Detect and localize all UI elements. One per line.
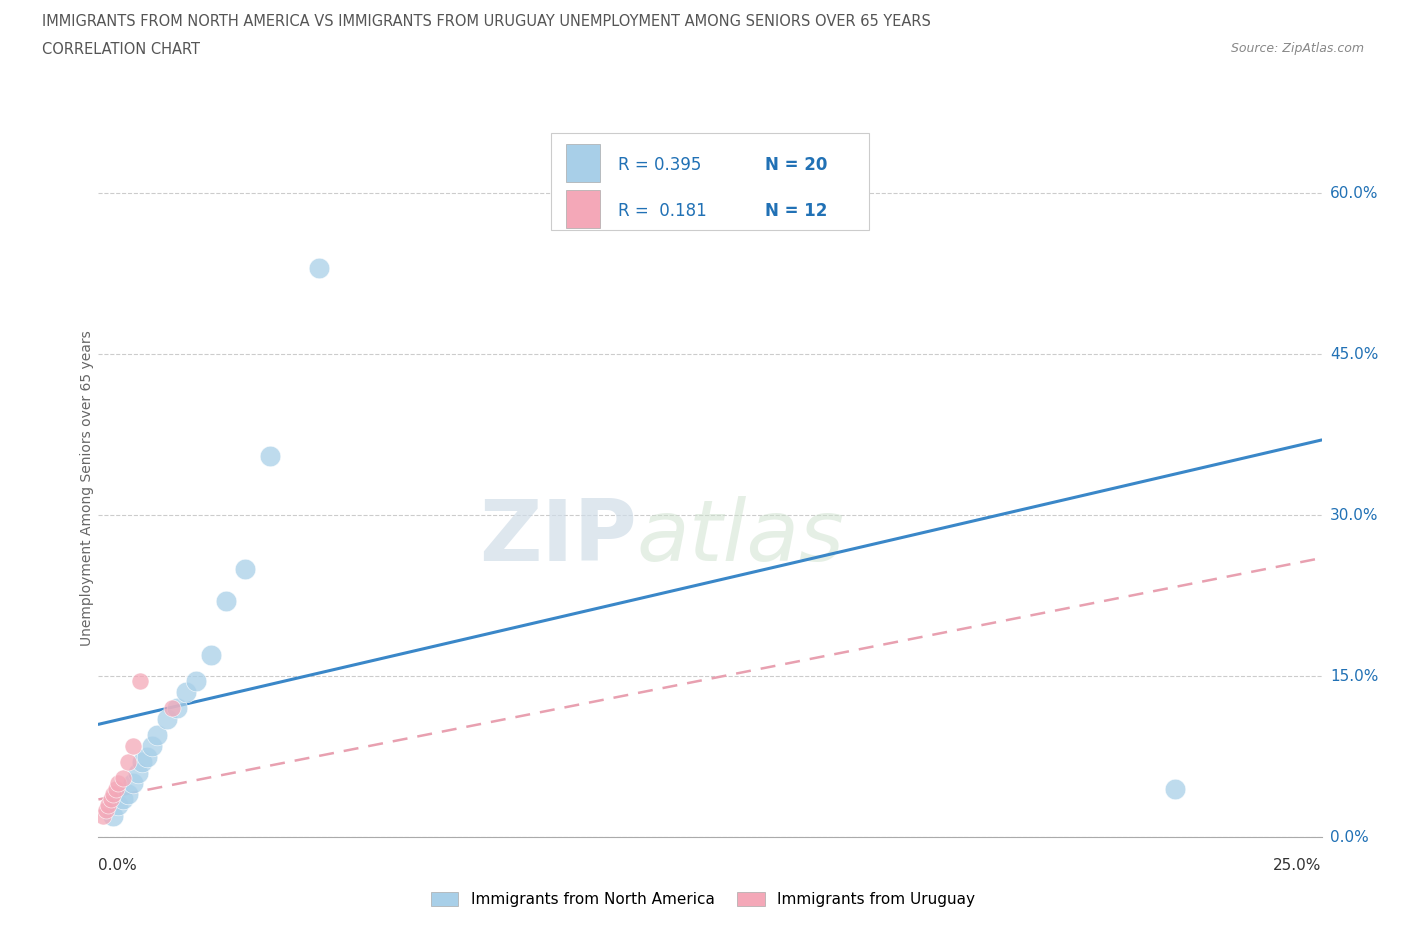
Point: [176, 684, 198, 699]
Text: 45.0%: 45.0%: [1330, 347, 1378, 362]
Point: [107, 776, 129, 790]
Point: [131, 754, 153, 769]
FancyBboxPatch shape: [551, 133, 869, 231]
Text: CORRELATION CHART: CORRELATION CHART: [42, 42, 200, 57]
Text: ZIP: ZIP: [479, 496, 637, 578]
Y-axis label: Unemployment Among Seniors over 65 years: Unemployment Among Seniors over 65 years: [80, 330, 94, 646]
Point: [200, 647, 222, 662]
Text: R =  0.181: R = 0.181: [619, 202, 707, 219]
Point: [104, 781, 127, 796]
Point: [100, 792, 122, 807]
Text: IMMIGRANTS FROM NORTH AMERICA VS IMMIGRANTS FROM URUGUAY UNEMPLOYMENT AMONG SENI: IMMIGRANTS FROM NORTH AMERICA VS IMMIGRA…: [42, 14, 931, 29]
Text: N = 12: N = 12: [765, 202, 828, 219]
Legend: Immigrants from North America, Immigrants from Uruguay: Immigrants from North America, Immigrant…: [425, 885, 981, 913]
Point: [101, 808, 124, 823]
Text: 60.0%: 60.0%: [1330, 186, 1378, 201]
Point: [214, 593, 236, 608]
Point: [186, 674, 208, 689]
Text: N = 20: N = 20: [765, 156, 828, 174]
Point: [259, 448, 281, 463]
Point: [117, 754, 139, 769]
Point: [127, 765, 149, 780]
Point: [121, 738, 143, 753]
Text: atlas: atlas: [637, 496, 845, 578]
Point: [160, 701, 183, 716]
Point: [146, 727, 169, 742]
Point: [111, 792, 134, 807]
FancyBboxPatch shape: [565, 144, 600, 182]
Text: 25.0%: 25.0%: [1274, 857, 1322, 872]
Point: [141, 738, 163, 753]
Point: [166, 701, 188, 716]
Text: 0.0%: 0.0%: [1330, 830, 1368, 844]
Point: [1164, 781, 1187, 796]
Text: Source: ZipAtlas.com: Source: ZipAtlas.com: [1230, 42, 1364, 55]
Point: [136, 749, 159, 764]
Point: [94, 803, 117, 817]
Point: [233, 562, 256, 577]
Text: R = 0.395: R = 0.395: [619, 156, 702, 174]
Text: 30.0%: 30.0%: [1330, 508, 1378, 523]
Point: [111, 771, 134, 786]
Text: 15.0%: 15.0%: [1330, 669, 1378, 684]
Point: [97, 797, 120, 812]
Point: [156, 711, 179, 726]
Point: [117, 787, 139, 802]
Point: [129, 674, 152, 689]
Text: 0.0%: 0.0%: [98, 857, 138, 872]
Point: [121, 776, 143, 790]
FancyBboxPatch shape: [565, 190, 600, 228]
Point: [308, 260, 330, 275]
Point: [101, 787, 124, 802]
Point: [91, 808, 114, 823]
Point: [107, 797, 129, 812]
